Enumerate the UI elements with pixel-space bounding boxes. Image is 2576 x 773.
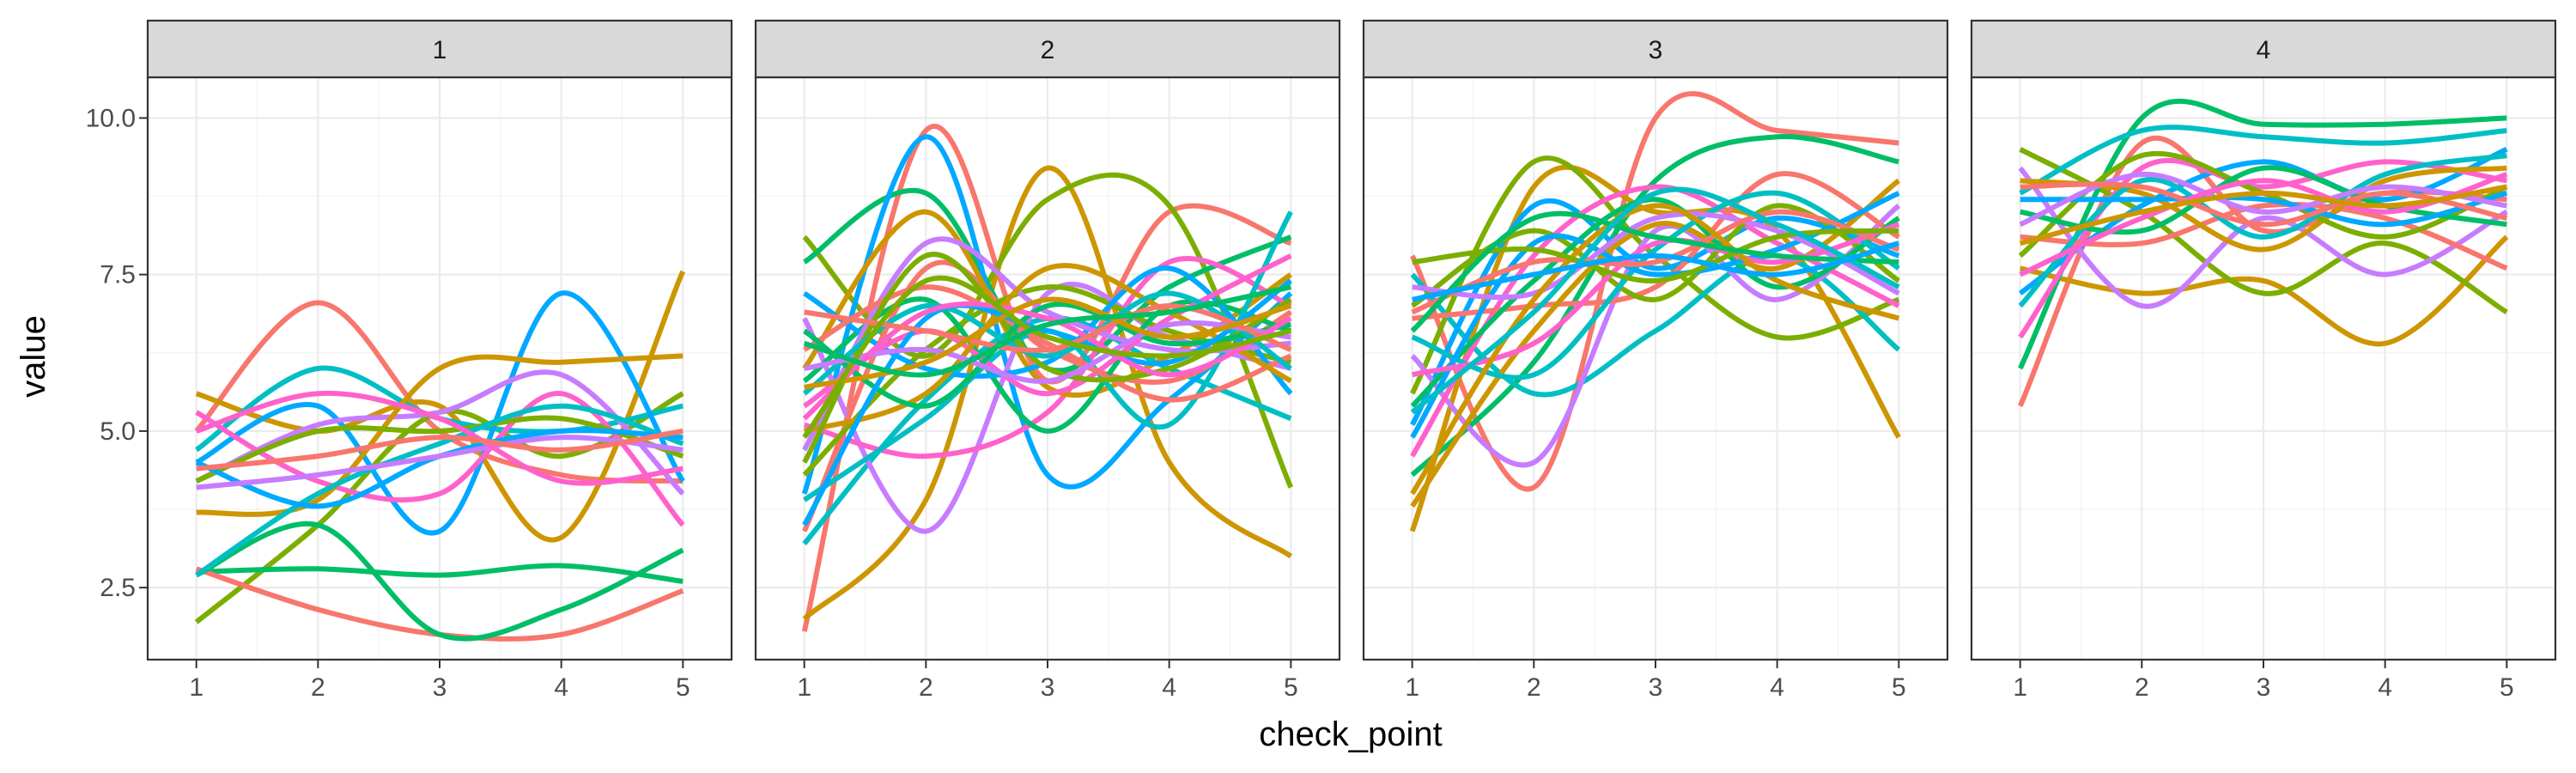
y-tick-label: 7.5	[100, 261, 136, 289]
facet-strip-label: 2	[1041, 36, 1055, 64]
facet-panel-3: 3 1 2 3 4 5	[1362, 19, 1949, 702]
x-tick-label: 5	[676, 673, 690, 702]
facet-panel-1: 1 1 2 3 4 5	[146, 19, 733, 702]
series-lines	[1409, 91, 1901, 533]
series-line	[195, 415, 684, 484]
series-line	[2020, 165, 2507, 235]
x-tick-label: 4	[1162, 673, 1176, 702]
series-line	[1410, 178, 1901, 508]
x-tick-label: 1	[797, 673, 811, 702]
series-line	[2019, 172, 2508, 277]
series-line	[802, 275, 1291, 440]
series-line	[195, 390, 683, 486]
x-tick-label: 1	[189, 673, 204, 702]
series-line	[801, 134, 1293, 495]
facet-strip	[754, 19, 1341, 79]
series-line	[196, 353, 683, 517]
series-line	[1410, 197, 1900, 408]
series-line	[2018, 153, 2507, 308]
x-tick-label: 4	[554, 673, 568, 702]
facet-panel-2: 2 1 2 3 4 5	[754, 19, 1341, 702]
series-line	[802, 165, 1293, 621]
series-line	[1411, 209, 1900, 315]
facet-strip	[1970, 19, 2557, 79]
series-lines	[194, 270, 686, 642]
facet-strip	[146, 19, 733, 79]
facet-panels: 1 1 2 3 4 5 2 1 2 3 4 5 3 1 2 3 4 5 4 1 2 3 4 5	[146, 19, 2557, 702]
series-line	[804, 303, 1292, 353]
series-line	[803, 284, 1291, 378]
series-line	[2020, 190, 2508, 228]
series-line	[803, 253, 1292, 409]
y-axis: 2.5 5.0 7.5 10.0	[86, 104, 148, 602]
x-tick-label: 3	[433, 673, 447, 702]
x-tick-label: 5	[1892, 673, 1906, 702]
y-axis-title: value	[15, 315, 52, 398]
x-tick-label: 2	[2135, 673, 2149, 702]
series-line	[195, 369, 685, 496]
facet-strip	[1362, 19, 1949, 79]
series-line	[1410, 186, 1900, 415]
facet-strip-label: 3	[1649, 36, 1663, 64]
series-line	[2020, 181, 2507, 228]
x-tick-label: 3	[1649, 673, 1663, 702]
x-tick-label: 2	[919, 673, 933, 702]
series-line	[803, 301, 1291, 409]
series-lines	[2017, 98, 2509, 407]
facet-strip-label: 1	[433, 36, 447, 64]
series-line	[1412, 211, 1900, 301]
series-line	[1410, 210, 1899, 333]
series-line	[2019, 184, 2507, 247]
series-line	[802, 301, 1292, 421]
x-tick-label: 4	[2378, 673, 2392, 702]
series-line	[1411, 190, 1900, 380]
series-line	[1410, 133, 1899, 478]
series-line	[2020, 234, 2509, 347]
series-line	[196, 435, 683, 490]
series-line	[804, 320, 1291, 384]
x-tick-label: 4	[1770, 673, 1784, 702]
x-tick-label: 5	[2500, 673, 2514, 702]
series-line	[195, 290, 685, 536]
facet-panel-4: 4 1 2 3 4 5	[1970, 19, 2557, 702]
series-line	[196, 428, 683, 472]
series-line	[196, 563, 683, 584]
series-line	[1412, 240, 1900, 302]
x-axis-title: check_point	[1259, 715, 1442, 753]
x-tick-label: 3	[1041, 673, 1055, 702]
x-tick-label: 3	[2257, 673, 2271, 702]
series-line	[2018, 166, 2508, 309]
x-tick-label: 5	[1284, 673, 1298, 702]
y-tick-label: 5.0	[100, 417, 136, 446]
x-tick-label: 1	[2013, 673, 2027, 702]
x-tick-label: 2	[311, 673, 325, 702]
x-tick-label: 2	[1527, 673, 1541, 702]
series-line	[1410, 203, 1900, 496]
series-line	[2020, 201, 2508, 271]
x-tick-label: 1	[1405, 673, 1419, 702]
series-line	[804, 296, 1292, 390]
y-tick-label: 10.0	[86, 104, 136, 132]
facet-strip-label: 4	[2257, 36, 2271, 64]
series-line	[803, 255, 1292, 460]
series-line	[2019, 125, 2507, 196]
series-line	[195, 403, 684, 578]
series-lines	[801, 124, 1294, 632]
series-line	[195, 520, 684, 642]
series-line	[1412, 228, 1899, 283]
y-tick-label: 2.5	[100, 574, 136, 602]
